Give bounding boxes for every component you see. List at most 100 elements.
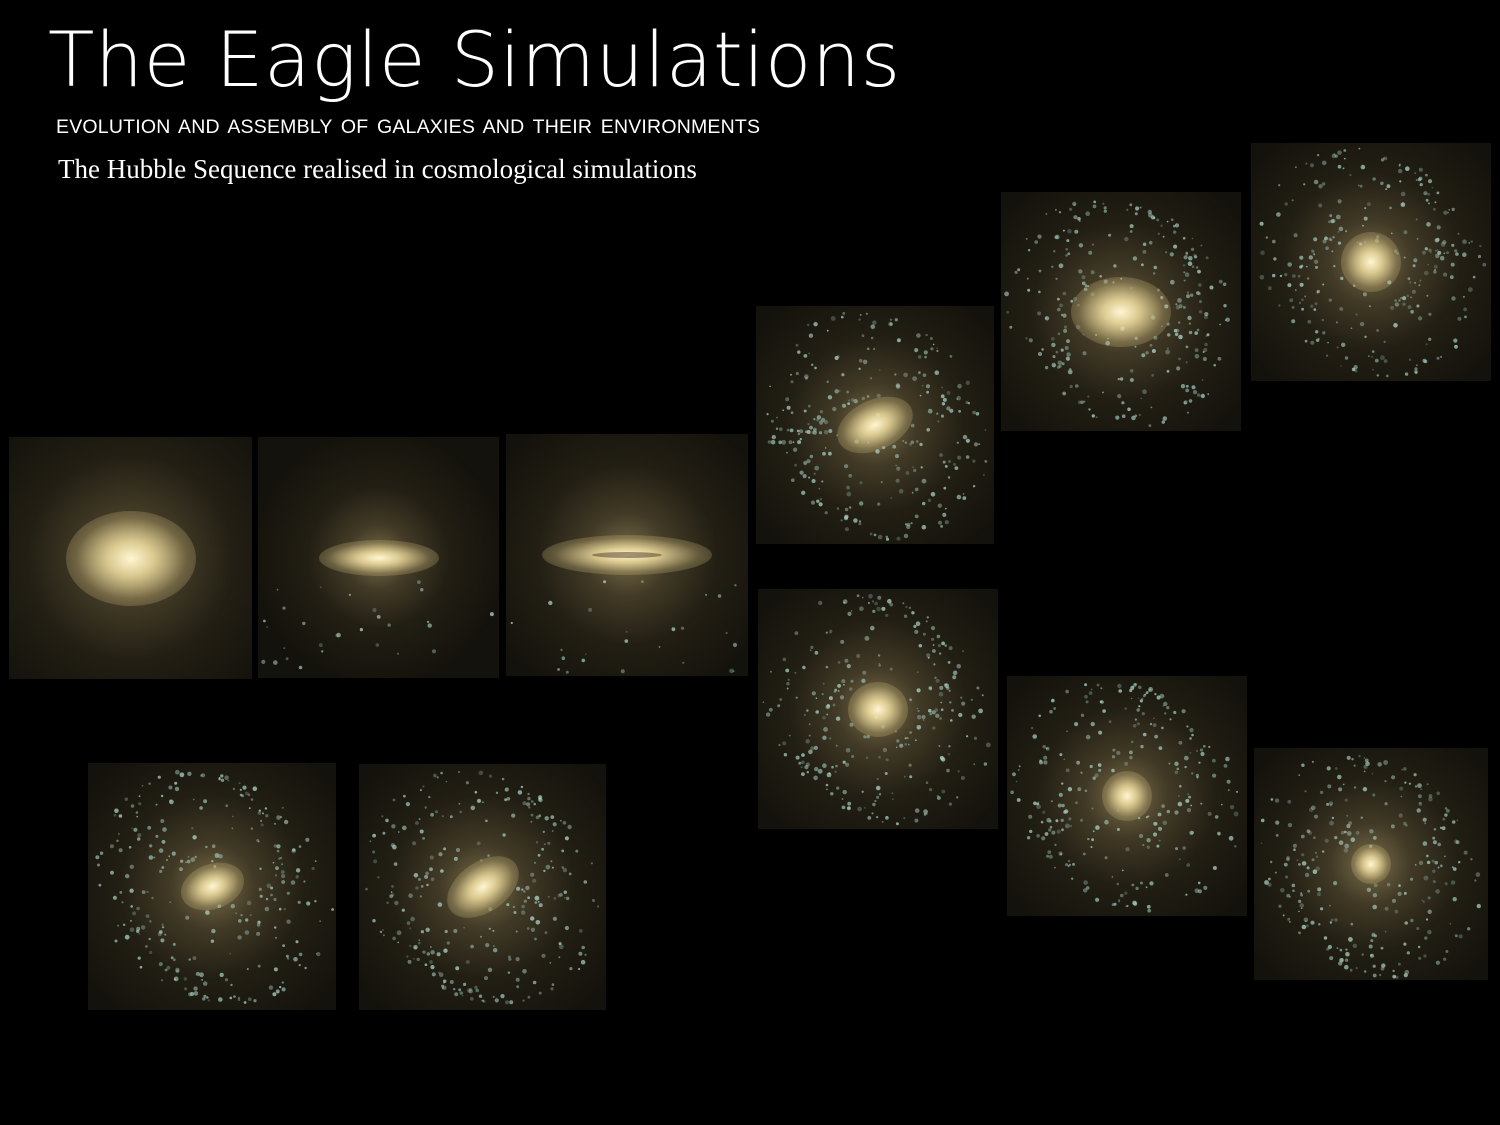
star-cluster-dot [787, 678, 790, 681]
star-cluster-dot [444, 929, 448, 934]
star-cluster-dot [402, 825, 407, 831]
star-cluster-dot [1372, 836, 1377, 840]
star-cluster-dot [1455, 840, 1460, 845]
star-cluster-dot [1346, 831, 1352, 836]
star-cluster-dot [1419, 183, 1423, 187]
star-cluster-dot [799, 437, 802, 441]
star-cluster-dot [1054, 843, 1057, 846]
star-cluster-dot [1428, 248, 1432, 252]
star-cluster-dot [1326, 766, 1331, 771]
star-cluster-dot [237, 996, 241, 1000]
star-cluster-dot [1265, 236, 1269, 239]
star-cluster-dot [1340, 958, 1344, 962]
star-cluster-dot [1333, 265, 1336, 268]
star-cluster-dot [962, 493, 965, 495]
star-cluster-dot [732, 642, 738, 648]
star-cluster-dot [592, 899, 595, 902]
star-cluster-dot [1038, 269, 1042, 273]
star-cluster-dot [1383, 760, 1388, 765]
star-cluster-dot [1135, 206, 1140, 211]
star-cluster-dot [1472, 275, 1476, 279]
galaxy-panel-elliptical-1 [9, 437, 252, 679]
star-cluster-dot [794, 631, 799, 635]
star-cluster-dot [807, 323, 810, 326]
star-cluster-dot [1315, 338, 1320, 342]
star-cluster-dot [1405, 166, 1410, 171]
star-cluster-dot [1065, 768, 1070, 773]
star-cluster-dot [861, 790, 864, 793]
star-cluster-dot [185, 861, 187, 864]
star-cluster-dot [1057, 360, 1063, 366]
star-cluster-dot [1420, 788, 1422, 791]
star-cluster-dot [804, 430, 808, 434]
star-cluster-dot [1146, 845, 1150, 849]
star-cluster-dot [1045, 747, 1048, 750]
star-cluster-dot [1190, 804, 1193, 807]
star-cluster-dot [1153, 265, 1158, 270]
star-cluster-dot [1082, 351, 1087, 356]
star-cluster-dot [1444, 813, 1448, 817]
star-cluster-dot [1063, 325, 1068, 329]
star-cluster-dot [504, 787, 510, 792]
star-cluster-dot [580, 959, 586, 965]
star-cluster-dot [1427, 193, 1430, 196]
star-cluster-dot [1337, 230, 1340, 233]
star-cluster-dot [262, 812, 264, 815]
star-cluster-dot [1335, 767, 1338, 770]
star-cluster-dot [1184, 272, 1190, 277]
star-cluster-dot [1292, 843, 1297, 848]
star-cluster-dot [1055, 350, 1059, 354]
star-cluster-dot [808, 476, 811, 479]
star-cluster-dot [813, 418, 816, 421]
star-cluster-dot [1029, 829, 1033, 834]
star-cluster-dot [265, 897, 269, 901]
star-cluster-dot [837, 689, 840, 693]
star-cluster-dot [504, 1000, 510, 1005]
star-cluster-dot [252, 786, 258, 791]
star-cluster-dot [1081, 281, 1086, 286]
star-cluster-dot [218, 776, 221, 780]
star-cluster-dot [1435, 889, 1440, 894]
galaxy-panel-spiral-4 [758, 589, 998, 829]
star-cluster-dot [1118, 899, 1121, 902]
star-cluster-dot [191, 827, 194, 830]
star-cluster-dot [438, 971, 441, 974]
star-cluster-dot [1044, 365, 1049, 370]
star-cluster-dot [944, 465, 948, 468]
star-cluster-dot [1349, 968, 1353, 972]
star-cluster-dot [1443, 210, 1448, 215]
star-cluster-dot [806, 771, 809, 774]
star-cluster-dot [1073, 203, 1076, 207]
star-cluster-dot [843, 516, 849, 521]
star-cluster-dot [557, 893, 561, 898]
star-cluster-dot [1063, 758, 1066, 761]
star-cluster-dot [790, 411, 794, 415]
star-cluster-dot [1416, 927, 1420, 930]
star-cluster-dot [1028, 338, 1033, 343]
star-cluster-dot [1380, 158, 1385, 162]
star-cluster-dot [958, 712, 963, 718]
star-cluster-dot [1113, 902, 1117, 906]
star-cluster-dot [500, 994, 505, 999]
star-cluster-dot [1176, 366, 1181, 371]
star-cluster-dot [895, 478, 900, 483]
star-cluster-dot [521, 904, 525, 909]
star-cluster-dot [984, 429, 987, 431]
star-cluster-dot [1066, 339, 1070, 343]
star-cluster-dot [1177, 801, 1183, 807]
star-cluster-dot [141, 890, 146, 894]
star-cluster-dot [822, 716, 826, 720]
star-cluster-dot [1051, 830, 1056, 835]
star-cluster-dot [1360, 816, 1363, 819]
star-cluster-dot [813, 427, 817, 432]
star-cluster-dot [429, 855, 434, 860]
star-cluster-dot [1451, 296, 1456, 301]
star-cluster-dot [1175, 303, 1178, 306]
star-cluster-dot [1306, 866, 1310, 870]
star-cluster-dot [1062, 291, 1067, 296]
star-cluster-dot [553, 896, 557, 900]
star-cluster-dot [1404, 921, 1408, 925]
star-cluster-dot [406, 921, 411, 925]
star-cluster-dot [449, 815, 453, 819]
star-cluster-dot [557, 668, 560, 671]
